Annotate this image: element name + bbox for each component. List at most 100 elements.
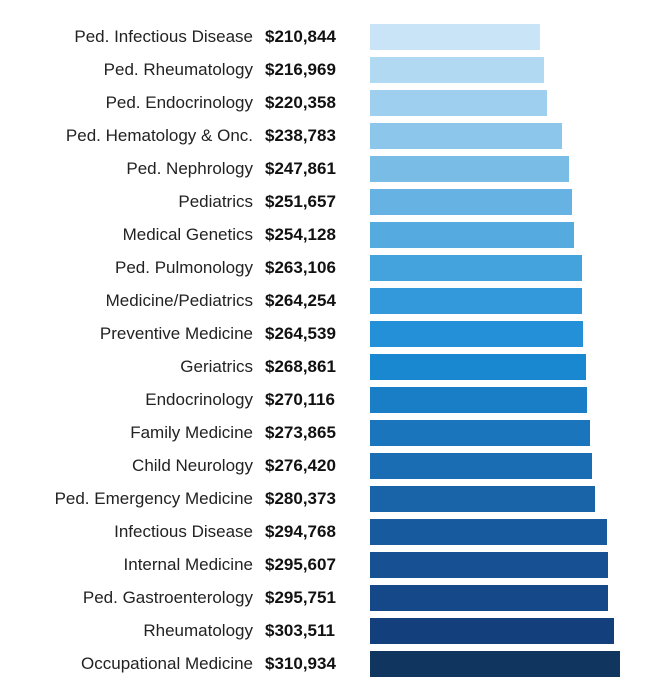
chart-row: Endocrinology$270,116 <box>20 383 636 416</box>
bar-track <box>370 57 636 83</box>
chart-row: Ped. Rheumatology$216,969 <box>20 53 636 86</box>
row-value: $303,511 <box>265 621 370 641</box>
chart-row: Child Neurology$276,420 <box>20 449 636 482</box>
bar <box>370 486 595 512</box>
row-value: $210,844 <box>265 27 370 47</box>
row-value: $276,420 <box>265 456 370 476</box>
bar <box>370 354 586 380</box>
row-label: Endocrinology <box>20 390 265 410</box>
chart-row: Preventive Medicine$264,539 <box>20 317 636 350</box>
chart-row: Ped. Nephrology$247,861 <box>20 152 636 185</box>
row-value: $294,768 <box>265 522 370 542</box>
row-value: $216,969 <box>265 60 370 80</box>
row-label: Ped. Pulmonology <box>20 258 265 278</box>
bar-track <box>370 618 636 644</box>
row-value: $295,607 <box>265 555 370 575</box>
bar <box>370 288 582 314</box>
row-value: $263,106 <box>265 258 370 278</box>
bar-track <box>370 552 636 578</box>
bar <box>370 57 544 83</box>
row-value: $220,358 <box>265 93 370 113</box>
row-value: $247,861 <box>265 159 370 179</box>
chart-row: Ped. Infectious Disease$210,844 <box>20 20 636 53</box>
row-value: $268,861 <box>265 357 370 377</box>
bar-track <box>370 387 636 413</box>
bar-track <box>370 420 636 446</box>
bar <box>370 519 607 545</box>
chart-row: Geriatrics$268,861 <box>20 350 636 383</box>
row-value: $264,539 <box>265 324 370 344</box>
row-value: $295,751 <box>265 588 370 608</box>
chart-row: Ped. Emergency Medicine$280,373 <box>20 482 636 515</box>
bar <box>370 255 582 281</box>
bar-track <box>370 156 636 182</box>
bar <box>370 420 590 446</box>
row-label: Medicine/Pediatrics <box>20 291 265 311</box>
bar-track <box>370 255 636 281</box>
row-value: $270,116 <box>265 390 370 410</box>
row-value: $280,373 <box>265 489 370 509</box>
chart-row: Infectious Disease$294,768 <box>20 515 636 548</box>
bar <box>370 552 608 578</box>
chart-row: Medical Genetics$254,128 <box>20 218 636 251</box>
bar-track <box>370 651 636 677</box>
bar <box>370 453 592 479</box>
bar-track <box>370 90 636 116</box>
bar-track <box>370 24 636 50</box>
bar-track <box>370 189 636 215</box>
bar-track <box>370 486 636 512</box>
row-label: Internal Medicine <box>20 555 265 575</box>
bar <box>370 222 574 248</box>
row-label: Family Medicine <box>20 423 265 443</box>
bar <box>370 585 608 611</box>
row-label: Ped. Hematology & Onc. <box>20 126 265 146</box>
chart-row: Ped. Endocrinology$220,358 <box>20 86 636 119</box>
row-value: $264,254 <box>265 291 370 311</box>
row-label: Ped. Endocrinology <box>20 93 265 113</box>
row-value: $238,783 <box>265 126 370 146</box>
bar <box>370 651 620 677</box>
bar-track <box>370 288 636 314</box>
chart-row: Medicine/Pediatrics$264,254 <box>20 284 636 317</box>
row-label: Pediatrics <box>20 192 265 212</box>
row-label: Occupational Medicine <box>20 654 265 674</box>
bar-track <box>370 585 636 611</box>
chart-row: Internal Medicine$295,607 <box>20 548 636 581</box>
row-value: $254,128 <box>265 225 370 245</box>
bar <box>370 387 587 413</box>
bar <box>370 90 547 116</box>
row-value: $273,865 <box>265 423 370 443</box>
row-label: Ped. Gastroenterology <box>20 588 265 608</box>
bar-track <box>370 453 636 479</box>
bar-track <box>370 222 636 248</box>
row-label: Preventive Medicine <box>20 324 265 344</box>
bar <box>370 618 614 644</box>
chart-row: Ped. Pulmonology$263,106 <box>20 251 636 284</box>
bar-track <box>370 321 636 347</box>
bar-track <box>370 519 636 545</box>
salary-bar-chart: Ped. Infectious Disease$210,844Ped. Rheu… <box>20 20 636 680</box>
row-label: Ped. Infectious Disease <box>20 27 265 47</box>
row-label: Ped. Rheumatology <box>20 60 265 80</box>
row-label: Infectious Disease <box>20 522 265 542</box>
bar <box>370 24 540 50</box>
row-label: Medical Genetics <box>20 225 265 245</box>
bar <box>370 123 562 149</box>
row-label: Geriatrics <box>20 357 265 377</box>
bar-track <box>370 354 636 380</box>
chart-row: Ped. Gastroenterology$295,751 <box>20 581 636 614</box>
row-value: $251,657 <box>265 192 370 212</box>
bar <box>370 189 572 215</box>
chart-row: Pediatrics$251,657 <box>20 185 636 218</box>
chart-row: Ped. Hematology & Onc.$238,783 <box>20 119 636 152</box>
row-value: $310,934 <box>265 654 370 674</box>
bar <box>370 156 569 182</box>
bar <box>370 321 583 347</box>
chart-row: Occupational Medicine$310,934 <box>20 647 636 680</box>
row-label: Ped. Emergency Medicine <box>20 489 265 509</box>
bar-track <box>370 123 636 149</box>
row-label: Rheumatology <box>20 621 265 641</box>
row-label: Ped. Nephrology <box>20 159 265 179</box>
chart-row: Family Medicine$273,865 <box>20 416 636 449</box>
row-label: Child Neurology <box>20 456 265 476</box>
